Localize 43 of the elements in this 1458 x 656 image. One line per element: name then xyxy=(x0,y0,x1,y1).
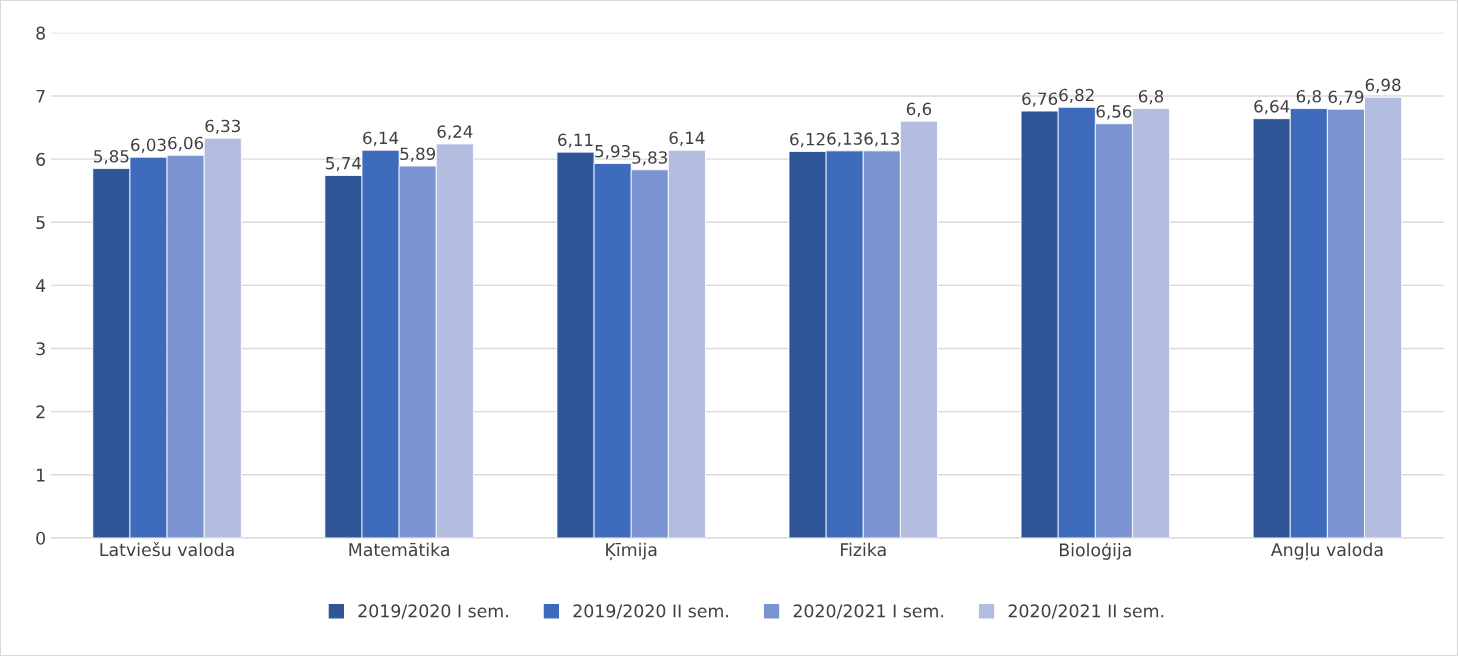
data-label: 5,74 xyxy=(326,157,362,172)
data-label: 6,8 xyxy=(1138,89,1164,105)
data-label: 6,14 xyxy=(363,131,399,146)
data-label: 5,89 xyxy=(400,147,436,162)
data-label: 6,11 xyxy=(558,133,593,148)
data-label: 5,83 xyxy=(632,151,667,166)
data-label: 6,76 xyxy=(1022,92,1058,107)
y-tick-label: 4 xyxy=(35,279,46,292)
data-label: 6,24 xyxy=(437,125,473,140)
data-label: 6,98 xyxy=(1365,78,1401,93)
x-tick-label: Bioloģija xyxy=(1059,542,1131,560)
y-tick-label: 2 xyxy=(36,405,45,419)
y-tick-label: 0 xyxy=(36,531,46,545)
data-label: 6,8 xyxy=(1296,89,1321,105)
data-label: 6,13 xyxy=(864,132,900,147)
data-label: 6,12 xyxy=(790,132,825,148)
y-tick-label: 8 xyxy=(36,26,45,40)
legend-label: 2020/2021 I sem. xyxy=(793,604,944,619)
data-label: 5,93 xyxy=(595,144,630,160)
x-tick-label: Ķīmija xyxy=(606,542,657,561)
data-label: 6,06 xyxy=(168,136,204,151)
legend-label: 2020/2021 II sem. xyxy=(1008,604,1164,619)
x-tick-label: Matemātika xyxy=(349,542,449,557)
x-tick-label: Latviešu valoda xyxy=(100,542,234,557)
data-label: 6,64 xyxy=(1254,100,1290,115)
y-tick-label: 7 xyxy=(36,89,45,103)
data-label: 6,03 xyxy=(131,138,166,153)
y-tick-label: 5 xyxy=(36,216,45,230)
legend-label: 2019/2020 II sem. xyxy=(573,604,728,619)
x-tick-label: Angļu valoda xyxy=(1270,542,1383,561)
data-label: 6,56 xyxy=(1096,105,1132,120)
y-tick-label: 6 xyxy=(36,152,46,166)
legend-label: 2019/2020 I sem. xyxy=(358,604,508,619)
data-label: 6,33 xyxy=(205,119,240,134)
data-label: 6,14 xyxy=(669,131,705,146)
y-tick-label: 1 xyxy=(37,468,45,482)
data-label: 6,6 xyxy=(906,102,932,117)
data-label: 6,82 xyxy=(1059,88,1094,103)
data-label: 6,79 xyxy=(1328,90,1364,105)
x-tick-label: Fizika xyxy=(841,542,886,557)
y-tick-label: 3 xyxy=(36,342,45,356)
data-label: 5,85 xyxy=(94,149,129,165)
data-label: 6,13 xyxy=(827,132,862,147)
